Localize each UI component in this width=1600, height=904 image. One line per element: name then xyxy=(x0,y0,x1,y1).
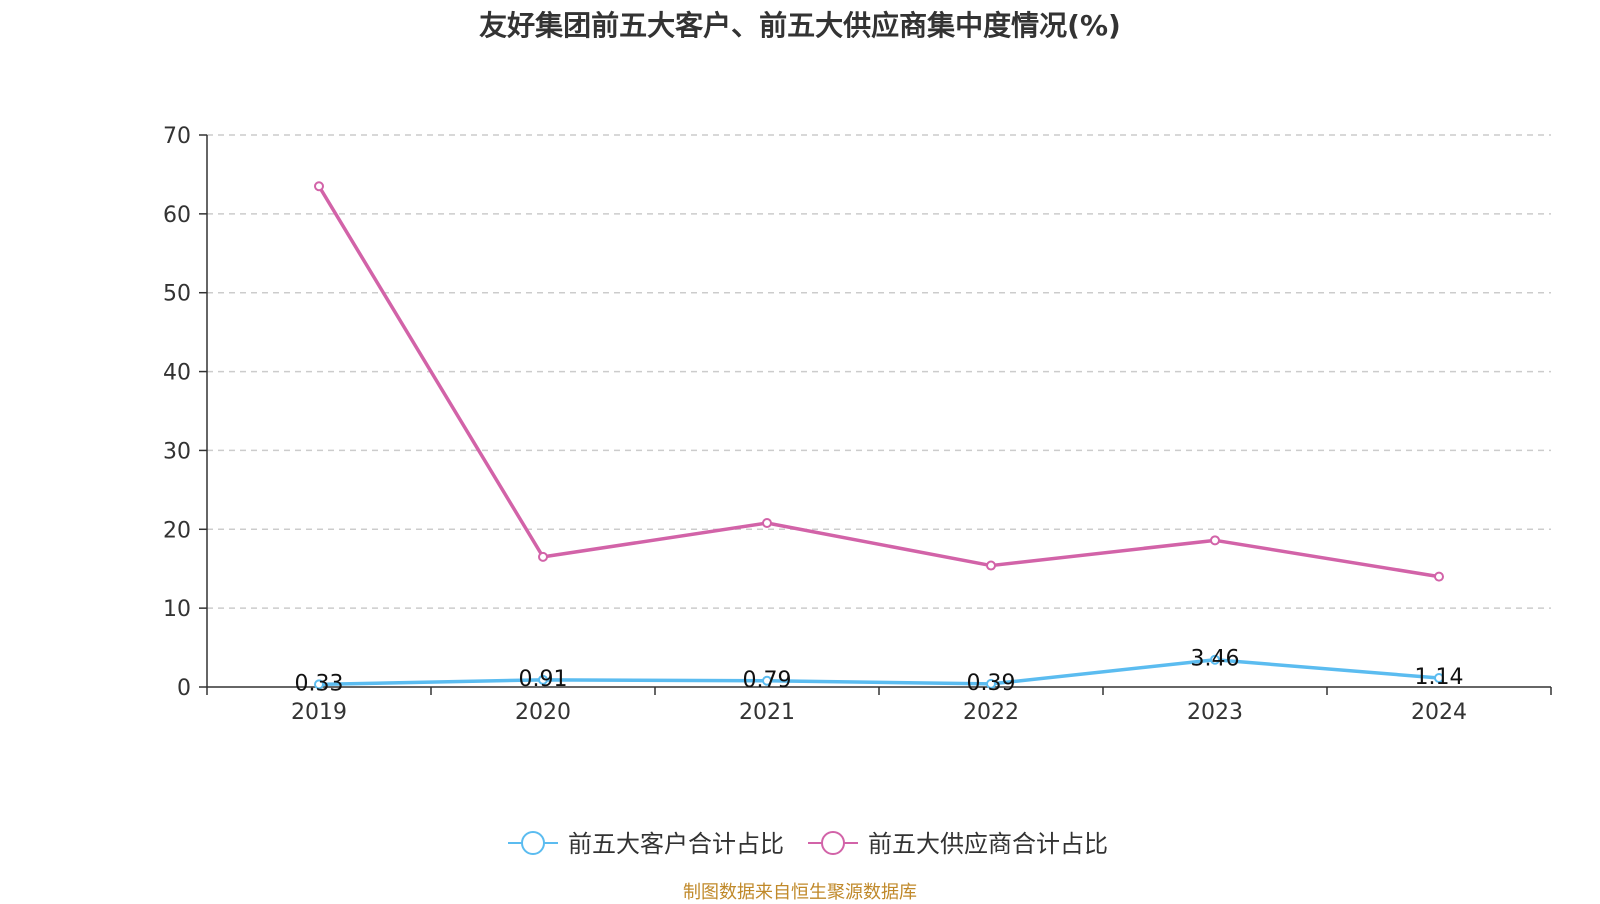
x-tick-label: 2022 xyxy=(963,700,1019,725)
x-tick-label: 2023 xyxy=(1187,700,1243,725)
data-point xyxy=(538,674,548,685)
data-point xyxy=(986,560,996,571)
data-point xyxy=(986,678,996,689)
y-tick-label: 50 xyxy=(163,282,191,307)
legend-marker xyxy=(821,831,845,855)
x-tick-label: 2024 xyxy=(1411,700,1467,725)
legend-label: 前五大供应商合计占比 xyxy=(868,830,1108,858)
data-point xyxy=(1210,654,1220,665)
data-point xyxy=(314,181,324,192)
x-tick-label: 2020 xyxy=(515,700,571,725)
data-label: 1.14 xyxy=(1415,665,1464,690)
chart-title: 友好集团前五大客户、前五大供应商集中度情况(%) xyxy=(479,9,1121,42)
data-point xyxy=(1434,673,1444,684)
y-tick-label: 40 xyxy=(163,361,191,386)
y-tick-label: 70 xyxy=(163,124,191,149)
source-note: 制图数据来自恒生聚源数据库 xyxy=(683,882,917,903)
data-label: 0.33 xyxy=(295,671,344,696)
y-tick-label: 30 xyxy=(163,439,191,464)
data-label: 3.46 xyxy=(1191,647,1240,672)
y-tick-label: 20 xyxy=(163,518,191,543)
data-point xyxy=(762,675,772,686)
x-tick-label: 2021 xyxy=(739,700,795,725)
data-point xyxy=(1434,571,1444,582)
legend-marker xyxy=(521,831,545,855)
y-tick-label: 10 xyxy=(163,597,191,622)
data-point xyxy=(762,517,772,528)
data-label: 0.91 xyxy=(519,667,568,692)
x-tick-label: 2019 xyxy=(291,700,347,725)
legend-label: 前五大客户合计占比 xyxy=(568,830,784,858)
y-tick-label: 60 xyxy=(163,203,191,228)
data-label: 0.39 xyxy=(967,671,1016,696)
data-point xyxy=(538,551,548,562)
y-tick-label: 0 xyxy=(177,676,191,701)
data-point xyxy=(1210,535,1220,546)
series-line-1 xyxy=(317,185,1440,579)
data-label: 0.79 xyxy=(743,668,792,693)
series-line-0 xyxy=(318,657,1440,687)
data-point xyxy=(314,679,324,690)
